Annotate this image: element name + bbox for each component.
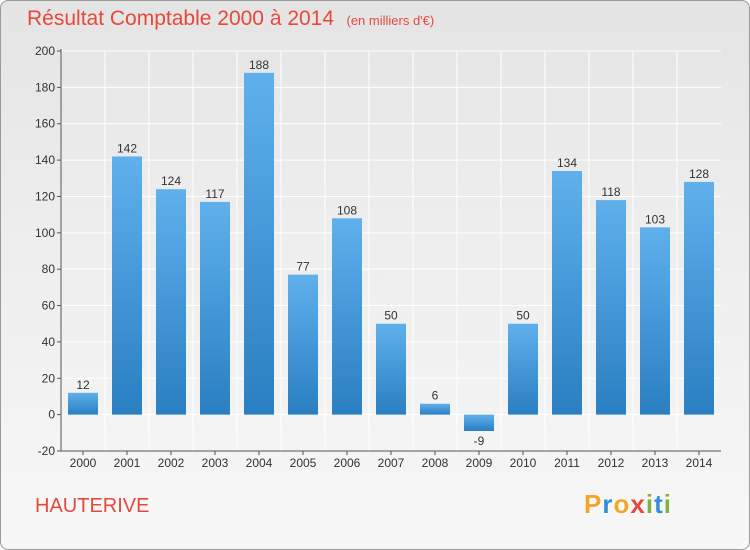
data-label: -9: [474, 434, 485, 448]
x-tick-label: 2010: [510, 456, 537, 470]
data-label: 108: [337, 203, 357, 217]
x-tick-label: 2004: [246, 456, 273, 470]
data-label: 77: [296, 260, 310, 274]
bar: [332, 218, 362, 415]
logo-letter: o: [613, 489, 631, 519]
data-label: 124: [161, 174, 181, 188]
bar: [156, 189, 186, 415]
y-tick-label: 100: [35, 226, 55, 240]
x-tick-label: 2006: [334, 456, 361, 470]
y-tick-label: 80: [42, 262, 56, 276]
commune-name: HAUTERIVE: [35, 495, 150, 517]
x-tick-label: 2014: [686, 456, 713, 470]
chart-title: Résultat Comptable 2000 à 2014: [27, 7, 335, 30]
bar: [508, 323, 538, 415]
bar: [244, 72, 274, 415]
x-tick-label: 2013: [642, 456, 669, 470]
bar: [376, 323, 406, 415]
bar: [640, 227, 670, 415]
x-tick-label: 2005: [290, 456, 317, 470]
data-label: 6: [432, 389, 439, 403]
bar: [200, 201, 230, 415]
y-tick-label: 40: [42, 335, 56, 349]
bar: [596, 200, 626, 415]
logo-letter: x: [630, 489, 646, 519]
y-tick-label: 180: [35, 80, 55, 94]
data-label: 117: [205, 187, 224, 201]
y-tick-label: 200: [35, 44, 55, 58]
x-tick-label: 2002: [158, 456, 185, 470]
chart-title-line: Résultat Comptable 2000 à 2014 (en milli…: [27, 7, 434, 31]
bar: [112, 156, 142, 415]
data-label: 50: [384, 309, 398, 323]
logo-letter: i: [663, 489, 672, 519]
bar: [464, 414, 494, 431]
x-tick-label: 2008: [422, 456, 449, 470]
data-label: 50: [516, 309, 530, 323]
chart-subtitle: (en milliers d'€): [346, 13, 435, 28]
data-label: 128: [689, 167, 709, 181]
x-tick-label: 2000: [70, 456, 97, 470]
x-tick-label: 2011: [554, 456, 580, 470]
data-label: 188: [249, 58, 269, 72]
logo-letter: r: [602, 489, 614, 519]
y-tick-label: 0: [48, 408, 55, 422]
x-tick-label: 2001: [114, 456, 141, 470]
y-tick-label: 140: [35, 153, 55, 167]
y-tick-label: 160: [35, 117, 55, 131]
logo-letter: i: [645, 489, 655, 519]
bar: [684, 181, 714, 415]
logo-letter: t: [654, 489, 664, 519]
proxiti-logo: Proxiti: [584, 489, 672, 520]
data-label: 134: [557, 156, 577, 170]
y-tick-label: 60: [42, 299, 56, 313]
y-tick-label: -20: [38, 444, 56, 458]
data-label: 12: [76, 378, 90, 392]
y-tick-label: 120: [35, 189, 55, 203]
bar: [420, 403, 450, 415]
x-tick-label: 2012: [598, 456, 625, 470]
logo-letter: P: [584, 489, 603, 519]
bar: [68, 392, 98, 415]
data-label: 103: [645, 212, 665, 226]
data-label: 142: [117, 141, 137, 155]
data-label: 118: [601, 185, 620, 199]
bar: [552, 171, 582, 415]
x-tick-label: 2003: [202, 456, 229, 470]
x-tick-label: 2009: [466, 456, 493, 470]
y-tick-label: 20: [42, 371, 56, 385]
bar: [288, 274, 318, 415]
x-tick-label: 2007: [378, 456, 405, 470]
